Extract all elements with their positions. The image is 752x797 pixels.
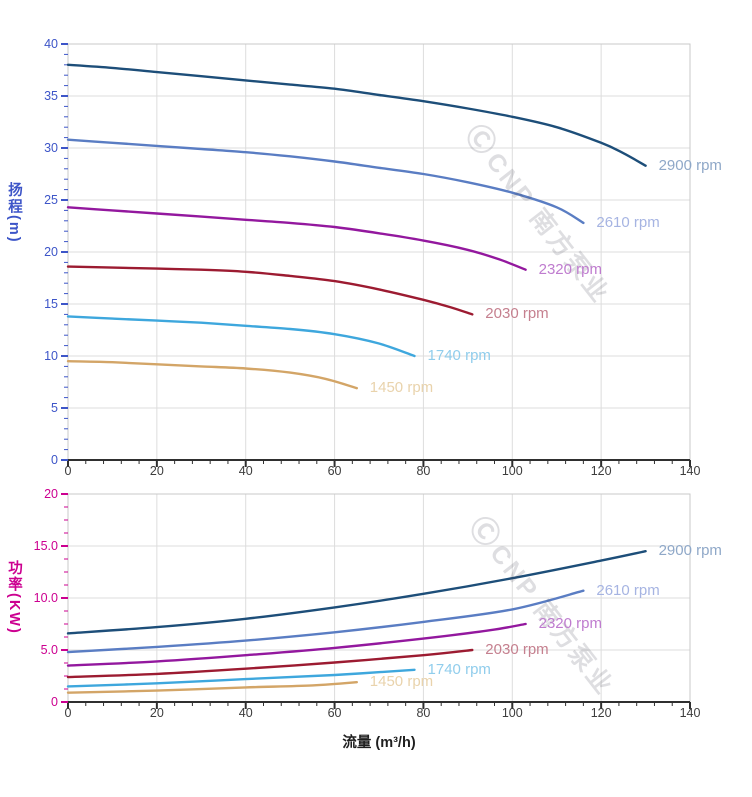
power-curve-2610rpm: [66, 589, 585, 654]
power-curve-2320rpm: [66, 622, 527, 667]
power-curve-2030rpm: [66, 648, 474, 679]
power-curve-1740rpm: [66, 668, 416, 688]
power-curve-2900rpm: [66, 550, 647, 635]
head-curve-1740rpm: [66, 315, 416, 358]
head-curve-2900rpm: [66, 63, 647, 167]
head-curve-2610rpm: [66, 138, 585, 225]
power-curve-1450rpm: [66, 681, 358, 694]
head-curve-2320rpm: [66, 206, 527, 271]
head-curve-2030rpm: [66, 265, 474, 316]
head-curve-1450rpm: [66, 360, 358, 390]
